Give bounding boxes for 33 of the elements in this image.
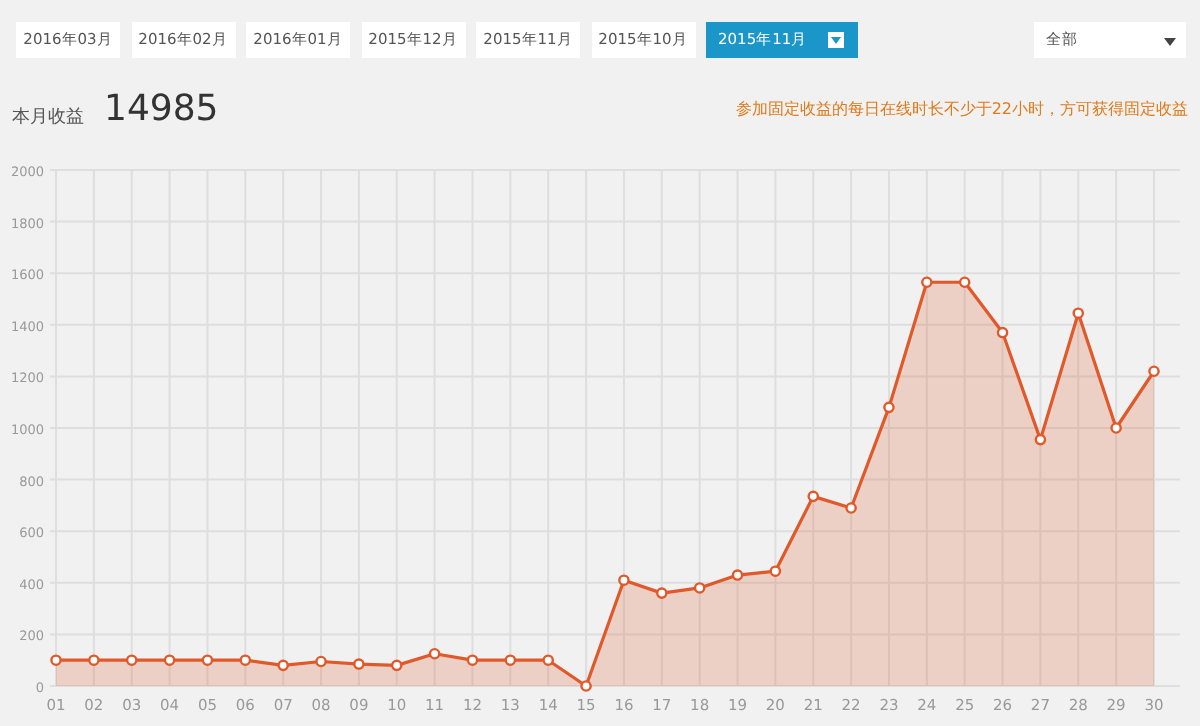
point xyxy=(580,680,592,692)
point xyxy=(655,587,668,599)
chart-subtitle: 14985 xyxy=(104,88,219,130)
point xyxy=(125,654,138,666)
point xyxy=(996,326,1009,339)
point xyxy=(390,659,403,672)
point xyxy=(1110,422,1122,434)
point xyxy=(353,658,365,670)
point xyxy=(315,655,327,668)
point xyxy=(239,654,252,666)
point xyxy=(1034,433,1047,446)
point xyxy=(50,654,62,666)
point xyxy=(428,647,441,660)
text: 参加固定收益的每日在线时长不少于22小时，方可获得固定收益 xyxy=(735,98,1188,120)
point xyxy=(277,659,289,672)
point xyxy=(504,654,517,666)
point xyxy=(845,502,857,514)
point xyxy=(466,654,479,666)
point xyxy=(883,401,895,414)
point xyxy=(88,654,100,666)
point xyxy=(958,276,971,289)
point xyxy=(163,654,176,666)
point xyxy=(542,654,555,666)
point xyxy=(693,582,706,594)
point xyxy=(1148,365,1160,378)
point xyxy=(769,565,782,577)
point xyxy=(201,654,214,666)
point xyxy=(807,490,820,503)
point xyxy=(618,574,630,587)
point xyxy=(731,569,744,581)
chart-title: 本月收益 xyxy=(12,105,84,130)
point xyxy=(921,276,933,289)
point xyxy=(1072,307,1085,319)
